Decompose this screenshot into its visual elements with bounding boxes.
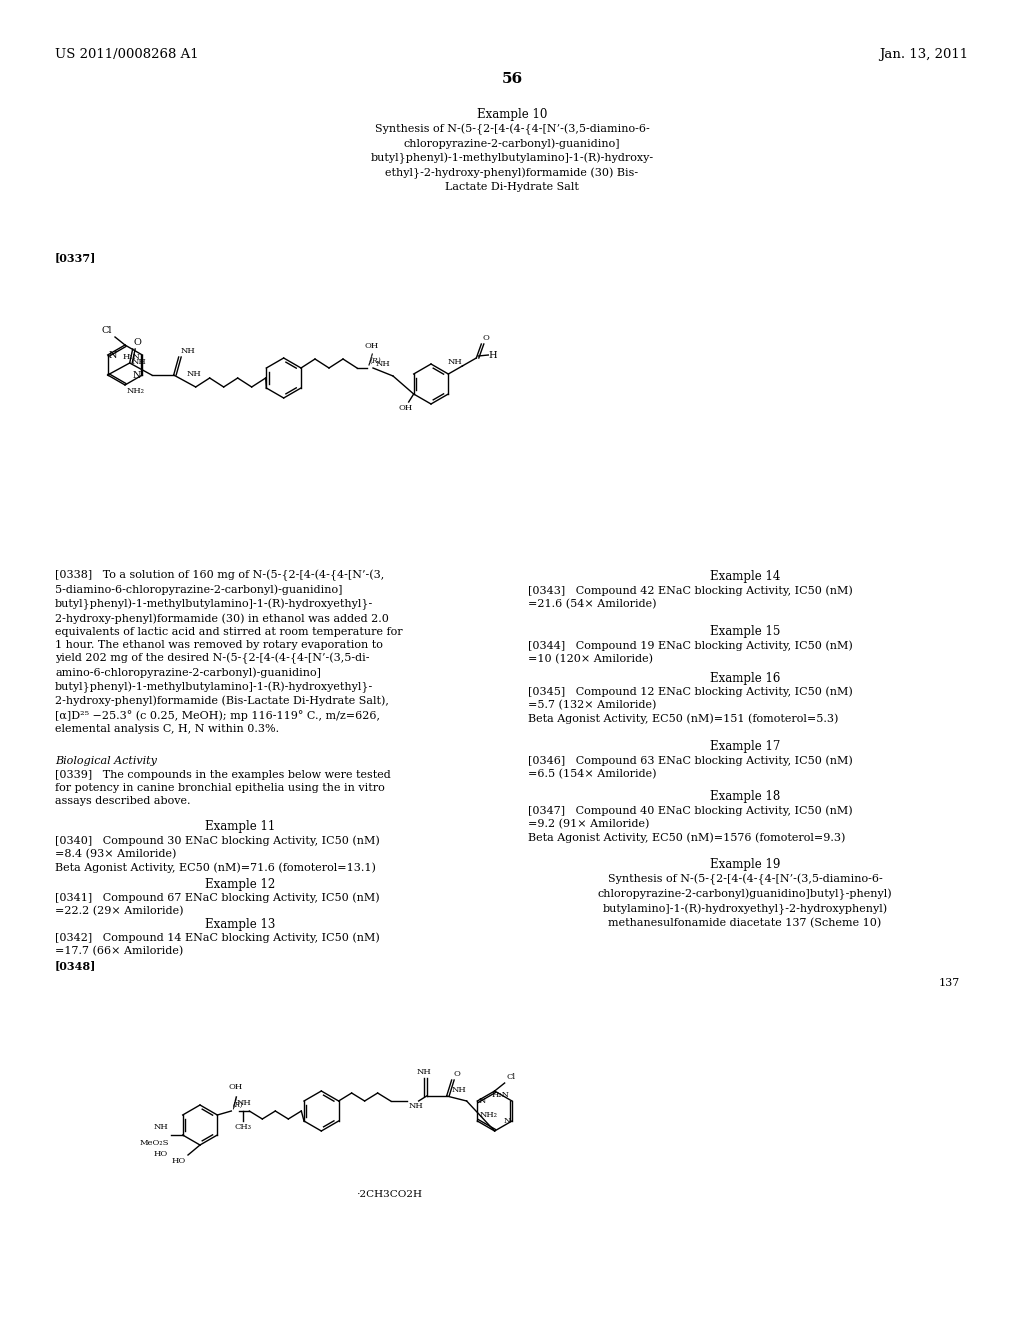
Text: Cl: Cl (507, 1073, 516, 1081)
Text: Example 18: Example 18 (710, 789, 780, 803)
Text: N: N (478, 1097, 485, 1105)
Text: NH: NH (180, 347, 196, 355)
Text: Synthesis of N-(5-{2-[4-(4-{4-[N’-(3,5-diamino-6-
chloropyrazine-2-carbonyl)-gua: Synthesis of N-(5-{2-[4-(4-{4-[N’-(3,5-d… (371, 124, 653, 193)
Text: Example 13: Example 13 (205, 917, 275, 931)
Text: CH₃: CH₃ (234, 1123, 252, 1131)
Text: H: H (488, 351, 497, 359)
Text: NH₂: NH₂ (127, 387, 145, 395)
Text: Example 11: Example 11 (205, 820, 275, 833)
Text: O: O (482, 334, 489, 342)
Text: [0340]   Compound 30 ENaC blocking Activity, IC50 (nM)
=8.4 (93× Amiloride)
Beta: [0340] Compound 30 ENaC blocking Activit… (55, 836, 380, 873)
Text: [0338]   To a solution of 160 mg of N-(5-{2-[4-(4-{4-[N’-(3,
5-diamino-6-chlorop: [0338] To a solution of 160 mg of N-(5-{… (55, 570, 402, 734)
Text: N: N (133, 371, 141, 380)
Text: NH: NH (376, 360, 390, 368)
Text: [0337]: [0337] (55, 252, 96, 263)
Text: NH: NH (452, 1086, 466, 1094)
Text: HO: HO (154, 1150, 168, 1158)
Text: NH: NH (131, 358, 146, 366)
Text: [0347]   Compound 40 ENaC blocking Activity, IC50 (nM)
=9.2 (91× Amiloride)
Beta: [0347] Compound 40 ENaC blocking Activit… (528, 805, 853, 843)
Text: [0341]   Compound 67 ENaC blocking Activity, IC50 (nM)
=22.2 (29× Amiloride): [0341] Compound 67 ENaC blocking Activit… (55, 892, 380, 916)
Text: [0342]   Compound 14 ENaC blocking Activity, IC50 (nM)
=17.7 (66× Amiloride): [0342] Compound 14 ENaC blocking Activit… (55, 932, 380, 956)
Text: [0346]   Compound 63 ENaC blocking Activity, IC50 (nM)
=6.5 (154× Amiloride): [0346] Compound 63 ENaC blocking Activit… (528, 755, 853, 779)
Text: NH: NH (154, 1123, 169, 1131)
Text: NH: NH (417, 1068, 431, 1076)
Text: NH: NH (186, 370, 202, 378)
Text: NH: NH (447, 358, 463, 366)
Text: Example 12: Example 12 (205, 878, 275, 891)
Text: N: N (504, 1117, 511, 1125)
Text: [0345]   Compound 12 ENaC blocking Activity, IC50 (nM)
=5.7 (132× Amiloride)
Bet: [0345] Compound 12 ENaC blocking Activit… (528, 686, 853, 723)
Text: NH: NH (237, 1100, 252, 1107)
Text: O: O (134, 338, 141, 347)
Text: OH: OH (398, 404, 413, 412)
Text: NH: NH (409, 1102, 423, 1110)
Text: [0343]   Compound 42 ENaC blocking Activity, IC50 (nM)
=21.6 (54× Amiloride): [0343] Compound 42 ENaC blocking Activit… (528, 585, 853, 609)
Text: H₂N: H₂N (122, 352, 140, 360)
Text: O: O (454, 1071, 461, 1078)
Text: HO: HO (172, 1158, 186, 1166)
Text: (R): (R) (370, 356, 382, 366)
Text: OH: OH (228, 1082, 243, 1092)
Text: [0339]   The compounds in the examples below were tested
for potency in canine b: [0339] The compounds in the examples bel… (55, 770, 391, 807)
Text: N: N (109, 351, 117, 359)
Text: NH₂: NH₂ (479, 1111, 498, 1119)
Text: US 2011/0008268 A1: US 2011/0008268 A1 (55, 48, 199, 61)
Text: Example 10: Example 10 (477, 108, 547, 121)
Text: H₂N: H₂N (492, 1092, 510, 1100)
Text: MeO₂S: MeO₂S (139, 1139, 169, 1147)
Text: Example 17: Example 17 (710, 741, 780, 752)
Text: [0344]   Compound 19 ENaC blocking Activity, IC50 (nM)
=10 (120× Amiloride): [0344] Compound 19 ENaC blocking Activit… (528, 640, 853, 664)
Text: OH: OH (365, 342, 379, 350)
Text: Example 14: Example 14 (710, 570, 780, 583)
Text: Example 19: Example 19 (710, 858, 780, 871)
Text: ⋅2CH3CO2H: ⋅2CH3CO2H (357, 1191, 423, 1199)
Text: Biological Activity: Biological Activity (55, 756, 157, 766)
Text: (R): (R) (232, 1101, 243, 1109)
Text: 56: 56 (502, 73, 522, 86)
Text: Cl: Cl (101, 326, 112, 335)
Text: 137: 137 (939, 978, 961, 987)
Text: Synthesis of N-(5-{2-[4-(4-{4-[N’-(3,5-diamino-6-
chloropyrazine-2-carbonyl)guan: Synthesis of N-(5-{2-[4-(4-{4-[N’-(3,5-d… (598, 874, 892, 928)
Text: [0348]: [0348] (55, 960, 96, 972)
Text: Jan. 13, 2011: Jan. 13, 2011 (879, 48, 968, 61)
Text: Example 15: Example 15 (710, 624, 780, 638)
Text: Example 16: Example 16 (710, 672, 780, 685)
